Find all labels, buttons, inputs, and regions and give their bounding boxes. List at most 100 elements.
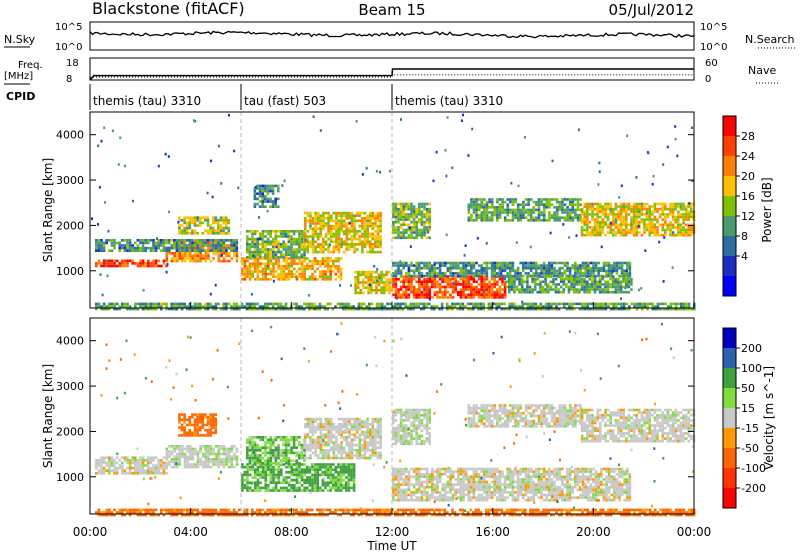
power-cell: [679, 223, 683, 227]
power-cell: [282, 243, 285, 246]
power-cell: [196, 244, 199, 247]
power-cell: [332, 219, 336, 223]
power-cell: [596, 288, 599, 291]
velocity-cell: [214, 460, 218, 464]
power-cell: [319, 245, 323, 249]
power-cell: [274, 250, 278, 254]
velocity-cell: [241, 465, 244, 469]
power-cell: [329, 275, 332, 278]
power-cell: [480, 200, 484, 204]
power-cell: [664, 215, 667, 219]
power-cell: [583, 302, 587, 306]
power-cell: [495, 307, 498, 311]
power-cell: [470, 290, 473, 294]
power-cell: [345, 214, 349, 217]
power-cell: [392, 285, 395, 289]
power-cell: [350, 217, 354, 220]
power-cell: [658, 233, 662, 237]
power-cell: [397, 296, 400, 299]
power-cell: [324, 265, 327, 268]
power-cell: [475, 213, 478, 217]
power-cell: [480, 275, 483, 278]
velocity-heatmap: [95, 318, 696, 517]
power-cell: [319, 222, 323, 225]
power-cell: [405, 223, 408, 227]
power-cell: [470, 216, 473, 219]
power-cell: [561, 266, 564, 270]
velocity-cell: [248, 489, 252, 492]
power-cell: [165, 252, 169, 255]
power-cell: [337, 222, 341, 225]
power-cell: [123, 164, 126, 168]
power-cell: [523, 288, 527, 291]
power-cell: [617, 285, 620, 289]
power-cell: [217, 302, 220, 306]
power-cell: [591, 202, 594, 206]
power-cell: [180, 305, 184, 308]
power-cell: [479, 302, 483, 306]
power-cell: [141, 239, 145, 242]
velocity-cell: [198, 413, 202, 416]
power-cell: [519, 219, 523, 222]
power-cell: [144, 239, 147, 242]
power-cell: [617, 302, 621, 306]
velocity-cell: [254, 468, 257, 471]
power-cell: [246, 240, 249, 243]
velocity-cell: [123, 472, 127, 475]
power-cell: [283, 179, 286, 183]
power-cell: [380, 276, 383, 279]
power-cell: [100, 262, 103, 265]
velocity-cell: [274, 468, 278, 471]
velocity-cell: [306, 476, 309, 479]
power-cell: [369, 283, 371, 287]
power-cell: [509, 208, 512, 212]
velocity-cell: [170, 460, 174, 464]
power-cell: [619, 213, 623, 216]
power-cell: [258, 205, 262, 208]
power-cell: [635, 202, 638, 206]
power-cell: [581, 274, 585, 278]
power-cell: [687, 218, 690, 221]
power-cell: [557, 307, 561, 311]
power-cell: [261, 189, 264, 193]
power-cell: [490, 272, 494, 275]
power-cell: [651, 228, 654, 232]
power-cell: [436, 283, 439, 286]
power-cell: [354, 278, 357, 282]
power-cell: [625, 218, 628, 221]
velocity-cell: [165, 472, 168, 475]
velocity-cell: [316, 476, 319, 479]
power-cell: [353, 227, 356, 230]
power-cell: [361, 222, 364, 225]
power-cell: [632, 207, 636, 211]
power-cell: [193, 221, 197, 225]
power-cell: [619, 226, 623, 229]
power-cell: [430, 305, 433, 308]
power-cell: [605, 261, 608, 265]
power-cell: [233, 252, 236, 255]
power-cell: [415, 296, 418, 299]
power-cell: [253, 243, 257, 246]
power-cell: [369, 281, 373, 284]
power-cell: [656, 231, 659, 234]
power-cell: [196, 254, 200, 258]
power-cell: [350, 240, 354, 243]
power-cell: [256, 192, 259, 195]
power-cell: [521, 300, 524, 304]
power-cell: [264, 253, 267, 256]
power-cell: [467, 206, 471, 209]
power-cell: [420, 202, 424, 206]
power-cell: [674, 220, 677, 224]
power-cell: [206, 221, 210, 225]
power-cell: [274, 202, 277, 206]
power-cell: [496, 296, 499, 299]
power-cell: [399, 207, 403, 211]
power-cell: [627, 277, 631, 281]
power-cell: [593, 277, 597, 281]
power-cell: [658, 215, 662, 219]
velocity-cell: [311, 465, 314, 469]
power-cell: [185, 221, 189, 225]
power-cell: [248, 243, 252, 246]
power-cell: [397, 272, 400, 275]
power-cell: [593, 223, 597, 227]
